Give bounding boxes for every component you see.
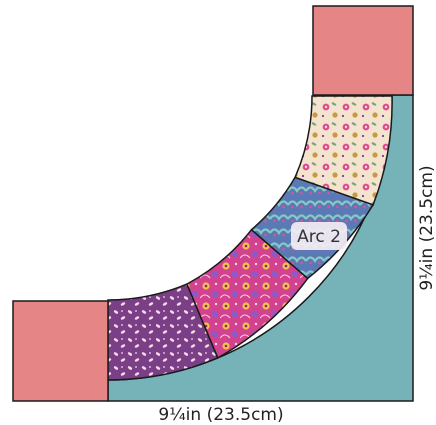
arc-label: Arc 2	[297, 227, 341, 247]
arc-label-background	[291, 222, 347, 250]
width-dimension-label: 9¼in (23.5cm)	[158, 405, 283, 425]
arc-segment-cream-floral	[294, 95, 393, 206]
corner-square-top-right	[312, 5, 414, 96]
height-dimension-label: 9¼in (23.5cm)	[417, 165, 436, 290]
corner-square-bottom-left	[12, 300, 109, 402]
